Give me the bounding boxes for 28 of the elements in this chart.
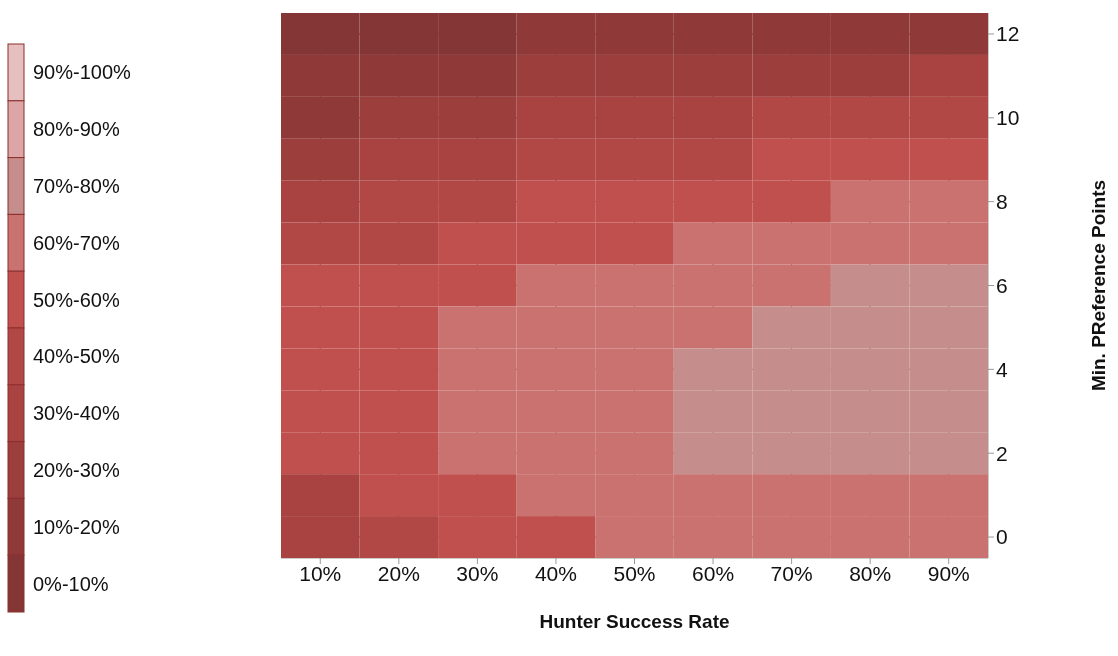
y-axis-title: Min. PReference Points [1087,179,1109,392]
color-bar-label: 10%-20% [33,515,120,538]
y-tick-label: 4 [996,357,1008,381]
x-tick-label: 50% [613,561,656,585]
y-tick-label: 12 [996,22,1020,46]
color-bar-label: 40%-50% [33,345,120,368]
y-tick-label: 6 [996,273,1008,297]
x-tick-label: 40% [534,561,577,585]
y-tick-label: 0 [996,525,1008,549]
x-axis-title: Hunter Success Rate [539,611,730,632]
x-tick-label: 30% [456,561,499,585]
x-tick-label: 20% [377,561,420,585]
y-tick-label: 8 [996,190,1008,214]
color-bar-label: 90%-100% [33,61,132,84]
x-tick-label: 10% [299,561,342,585]
color-bar-label: 0%-10% [33,572,109,595]
x-tick-label: 60% [692,561,735,585]
color-bar-label: 50%-60% [33,288,120,311]
color-bar-label: 80%-90% [33,118,120,141]
x-tick-label: 80% [849,561,892,585]
color-bar-label: 70%-80% [33,175,120,197]
x-tick-label: 70% [770,561,813,585]
color-bar-label: 60%-70% [33,231,120,254]
color-bar-label: 20%-30% [33,459,120,481]
y-tick-label: 2 [996,441,1008,465]
x-tick-label: 90% [927,561,970,585]
y-tick-label: 10 [996,106,1020,130]
color-bar-label: 30%-40% [33,402,120,425]
